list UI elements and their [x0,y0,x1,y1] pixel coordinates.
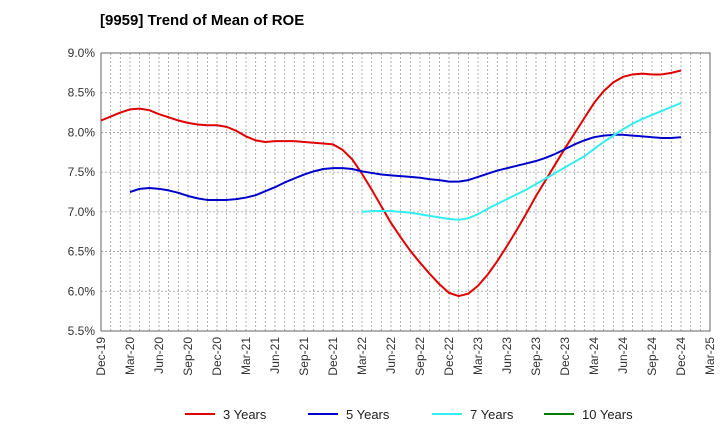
x-tick-label: Mar-21 [239,337,253,375]
x-tick-label: Jun-23 [500,337,514,374]
series-line-3-years [100,69,682,298]
legend-label: 7 Years [470,407,514,422]
x-tick-label: Sep-23 [529,337,543,376]
x-tick-label: Dec-19 [94,337,108,376]
y-tick-label: 6.0% [68,284,96,298]
y-tick-label: 8.0% [68,125,96,139]
x-tick-label: Sep-24 [645,337,659,376]
x-tick-label: Mar-25 [703,337,717,375]
y-tick-label: 7.5% [68,165,96,179]
x-tick-label: Dec-22 [442,337,456,376]
plot-area [100,52,711,332]
x-tick-label: Sep-20 [181,337,195,376]
series-lines [100,69,682,298]
grid-lines [100,52,711,332]
x-tick-label: Jun-20 [152,337,166,374]
series-line-7-years [361,102,682,221]
y-tick-label: 8.5% [68,86,96,100]
chart-title: [9959] Trend of Mean of ROE [100,12,305,29]
y-tick-label: 7.0% [68,205,96,219]
x-tick-label: Dec-24 [674,337,688,376]
legend-label: 5 Years [346,407,390,422]
legend: 3 Years 5 Years 7 Years 10 Years [185,407,633,422]
x-tick-label: Mar-22 [355,337,369,375]
y-tick-label: 6.5% [68,245,96,259]
plot-border [100,52,711,332]
x-tick-label: Dec-23 [558,337,572,376]
y-tick-label: 9.0% [68,46,96,60]
x-tick-label: Jun-21 [268,337,282,374]
x-tick-label: Sep-21 [297,337,311,376]
y-tick-label: 5.5% [68,324,96,338]
x-tick-label: Dec-21 [326,337,340,376]
y-axis-ticks: 9.0% 8.5% 8.0% 7.5% 7.0% 6.5% 6.0% 5.5% [68,46,96,338]
x-tick-label: Mar-20 [123,337,137,375]
legend-label: 10 Years [582,407,633,422]
x-tick-label: Dec-20 [210,337,224,376]
legend-label: 3 Years [223,407,267,422]
x-tick-label: Mar-24 [587,337,601,375]
x-axis-ticks: Dec-19 Mar-20 Jun-20 Sep-20 Dec-20 Mar-21 Jun-… [94,337,717,376]
x-tick-label: Mar-23 [471,337,485,375]
x-tick-label: Jun-22 [384,337,398,374]
x-tick-label: Sep-22 [413,337,427,376]
series-line-5-years [129,133,682,201]
x-tick-label: Jun-24 [616,337,630,374]
